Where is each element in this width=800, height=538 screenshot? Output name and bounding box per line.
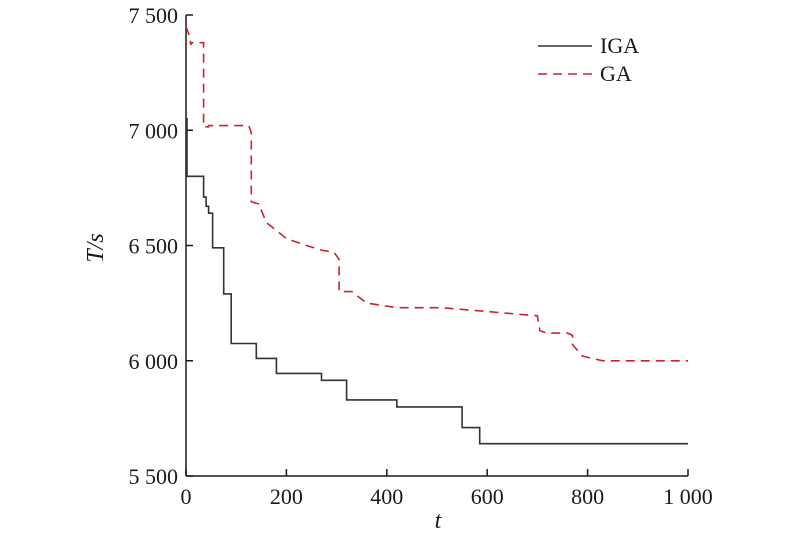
plot-area bbox=[185, 26, 688, 445]
y-axis-title: T/s bbox=[83, 233, 109, 262]
legend: IGA GA bbox=[538, 33, 639, 86]
series-line-iga bbox=[186, 117, 688, 445]
x-tick-label: 1 000 bbox=[663, 484, 713, 509]
x-tick-label: 0 bbox=[181, 484, 192, 509]
y-tick-label: 7 000 bbox=[129, 118, 179, 143]
x-axis-title: t bbox=[435, 508, 443, 534]
y-tick-label: 5 500 bbox=[129, 464, 179, 489]
x-tick-label: 200 bbox=[270, 484, 303, 509]
tick-labels: 5 500 6 000 6 500 7 000 7 500 0 200 400 600 800 1 … bbox=[129, 3, 713, 509]
x-tick-label: 800 bbox=[571, 484, 604, 509]
y-tick-label: 6 000 bbox=[129, 349, 179, 374]
x-tick-label: 400 bbox=[370, 484, 403, 509]
y-tick-label: 7 500 bbox=[129, 3, 179, 28]
legend-label-iga: IGA bbox=[600, 33, 639, 58]
legend-label-ga: GA bbox=[600, 61, 632, 86]
x-tick-label: 600 bbox=[471, 484, 504, 509]
y-tick-label: 6 500 bbox=[129, 234, 179, 259]
